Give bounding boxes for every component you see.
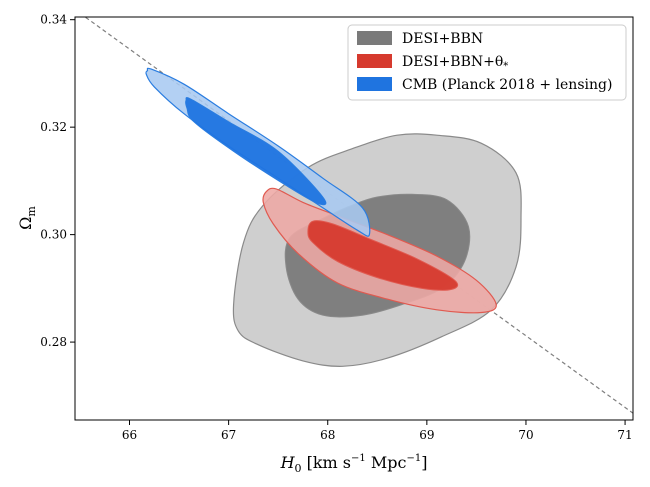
axes: 66 67 68 69 70 71 0.28 0.30 0.32 0.34: [40, 13, 632, 442]
y-axis-label: Ωm: [16, 206, 38, 230]
x-tick-label: 69: [419, 428, 434, 442]
y-tick-label: 0.30: [40, 228, 67, 242]
contour-68-cmb: [185, 97, 327, 206]
y-tick-label: 0.34: [40, 13, 67, 27]
plot-area: [84, 17, 633, 414]
legend-item-desi-bbn: DESI+BBN: [357, 31, 483, 47]
x-tick-label: 67: [221, 428, 236, 442]
y-tick-label: 0.32: [40, 120, 67, 134]
legend-item-desi-bbn-theta: DESI+BBN+θ*: [357, 54, 508, 72]
legend-swatch-desi-bbn: [357, 31, 392, 45]
contour-group-cmb: [145, 67, 371, 237]
legend-label-cmb: CMB (Planck 2018 + lensing): [402, 77, 612, 93]
legend-item-cmb: CMB (Planck 2018 + lensing): [357, 77, 612, 93]
legend: DESI+BBN DESI+BBN+θ* CMB (Planck 2018 + …: [347, 24, 627, 101]
legend-swatch-cmb: [357, 77, 392, 91]
x-tick-label: 66: [122, 428, 137, 442]
contour-68-desi-bbn-theta: [307, 220, 459, 291]
x-tick-label: 68: [320, 428, 335, 442]
x-axis-label: H0 [km s−1 Mpc−1]: [280, 453, 428, 475]
y-tick-label: 0.28: [40, 335, 67, 349]
plot-frame: [74, 16, 634, 421]
x-tick-label: 71: [617, 428, 632, 442]
legend-frame: [347, 24, 627, 101]
legend-swatch-desi-bbn-theta: [357, 54, 392, 68]
contour-group-desi-bbn-theta: [262, 187, 497, 314]
x-tick-label: 70: [518, 428, 533, 442]
legend-label-desi-bbn: DESI+BBN: [402, 31, 483, 47]
legend-label-desi-bbn-theta: DESI+BBN+θ*: [402, 54, 508, 72]
